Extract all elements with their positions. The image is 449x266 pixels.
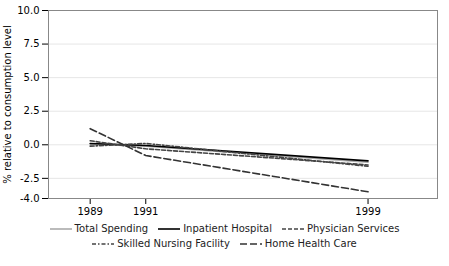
- svg-text:-2.5: -2.5: [20, 173, 40, 184]
- html-text:Inpatient Hospital: Inpatient Hospital: [183, 223, 272, 234]
- svg-text:1991: 1991: [133, 206, 158, 217]
- svg-text:% relative to consumption leve: % relative to consumption level: [2, 25, 13, 184]
- svg-text:10.0: 10.0: [17, 5, 39, 16]
- svg-text:0.0: 0.0: [24, 139, 40, 150]
- html-text:Skilled Nursing Facility: Skilled Nursing Facility: [117, 238, 230, 249]
- svg-text:-4.0: -4.0: [20, 193, 40, 204]
- html-text:Physician Services: Physician Services: [307, 223, 400, 234]
- svg-text:5.0: 5.0: [24, 72, 40, 83]
- svg-text:7.5: 7.5: [24, 38, 40, 49]
- html-text:Home Health Care: Home Health Care: [264, 238, 357, 249]
- html-text:Total Spending: Total Spending: [74, 223, 149, 234]
- svg-text:1999: 1999: [355, 206, 380, 217]
- svg-text:2.5: 2.5: [24, 105, 40, 116]
- svg-text:1989: 1989: [77, 206, 102, 217]
